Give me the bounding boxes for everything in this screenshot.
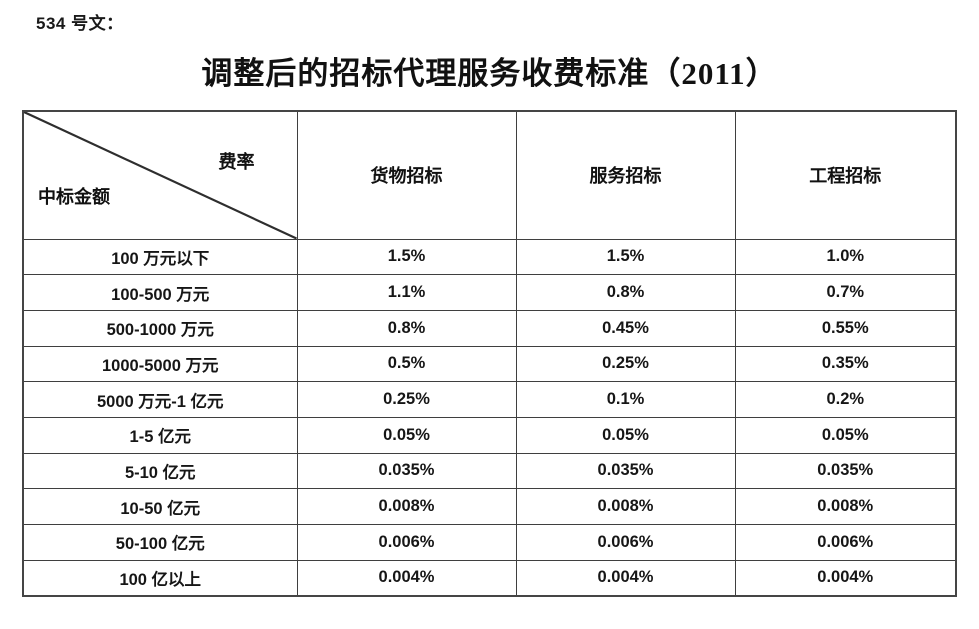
fee-cell: 0.25% xyxy=(515,345,736,383)
fee-cell: 0.008% xyxy=(515,488,736,525)
column-header-goods: 货物招标 xyxy=(296,110,517,240)
row-label: 1-5 亿元 xyxy=(22,416,298,454)
fee-cell: 0.8% xyxy=(296,309,517,347)
fee-cell: 0.004% xyxy=(515,559,736,597)
table-row: 50-100 亿元 0.006% 0.006% 0.006% xyxy=(22,524,957,561)
row-label: 100-500 万元 xyxy=(22,274,298,311)
column-header-services: 服务招标 xyxy=(515,110,736,240)
table-row: 1000-5000 万元 0.5% 0.25% 0.35% xyxy=(22,345,957,383)
fee-cell: 0.006% xyxy=(515,524,736,561)
fee-cell: 0.25% xyxy=(296,381,517,418)
column-header-works: 工程招标 xyxy=(734,110,957,240)
fee-cell: 1.5% xyxy=(296,238,517,276)
fee-cell: 0.5% xyxy=(296,345,517,383)
table-row: 5000 万元-1 亿元 0.25% 0.1% 0.2% xyxy=(22,381,957,418)
fee-cell: 0.35% xyxy=(734,345,957,383)
fee-cell: 0.008% xyxy=(296,488,517,525)
fee-cell: 0.2% xyxy=(734,381,957,418)
fee-cell: 0.035% xyxy=(515,452,736,490)
fee-table-body: 100 万元以下 1.5% 1.5% 1.0% 100-500 万元 1.1% 0.8% 0.… xyxy=(22,238,957,597)
row-label: 100 亿以上 xyxy=(22,559,298,597)
row-label: 5-10 亿元 xyxy=(22,452,298,490)
row-label: 50-100 亿元 xyxy=(22,524,298,561)
fee-cell: 1.0% xyxy=(734,238,957,276)
fee-cell: 0.006% xyxy=(734,524,957,561)
fee-cell: 0.035% xyxy=(734,452,957,490)
doc-number: 534 号文： xyxy=(36,14,124,33)
fee-cell: 0.05% xyxy=(515,416,736,454)
header-row: 费率 中标金额 货物招标 服务招标 工程招标 xyxy=(22,110,957,240)
corner-label-amount: 中标金额 xyxy=(38,186,110,207)
fee-cell: 0.7% xyxy=(734,274,957,311)
corner-label-rate: 费率 xyxy=(218,152,255,172)
fee-cell: 0.004% xyxy=(296,559,517,597)
table-row: 10-50 亿元 0.008% 0.008% 0.008% xyxy=(22,488,957,525)
fee-cell: 0.8% xyxy=(515,274,736,311)
table-row: 100 万元以下 1.5% 1.5% 1.0% xyxy=(22,238,957,276)
fee-cell: 0.55% xyxy=(734,309,957,347)
table-row: 100 亿以上 0.004% 0.004% 0.004% xyxy=(22,559,957,597)
fee-cell: 0.05% xyxy=(296,416,517,454)
fee-cell: 0.05% xyxy=(734,416,957,454)
page-title: 调整后的招标代理服务收费标准（2011） xyxy=(201,56,778,91)
diagonal-header-cell: 费率 中标金额 xyxy=(22,110,298,240)
diagonal-divider-line xyxy=(24,112,297,239)
fee-cell: 0.45% xyxy=(515,309,736,347)
row-label: 1000-5000 万元 xyxy=(22,345,298,383)
fee-cell: 0.006% xyxy=(296,524,517,561)
table-row: 5-10 亿元 0.035% 0.035% 0.035% xyxy=(22,452,957,490)
row-label: 500-1000 万元 xyxy=(22,309,298,347)
fee-cell: 0.004% xyxy=(734,559,957,597)
table-row: 1-5 亿元 0.05% 0.05% 0.05% xyxy=(22,416,957,454)
row-label: 10-50 亿元 xyxy=(22,488,298,525)
row-label: 5000 万元-1 亿元 xyxy=(22,381,298,418)
fee-cell: 0.008% xyxy=(734,488,957,525)
fee-cell: 1.1% xyxy=(296,274,517,311)
fee-table: 费率 中标金额 货物招标 服务招标 工程招标 100 万元以下 1.5% 1.5% 1… xyxy=(22,110,957,597)
table-row: 100-500 万元 1.1% 0.8% 0.7% xyxy=(22,274,957,311)
row-label: 100 万元以下 xyxy=(22,238,298,276)
table-row: 500-1000 万元 0.8% 0.45% 0.55% xyxy=(22,309,957,347)
fee-cell: 1.5% xyxy=(515,238,736,276)
fee-cell: 0.1% xyxy=(515,381,736,418)
fee-cell: 0.035% xyxy=(296,452,517,490)
